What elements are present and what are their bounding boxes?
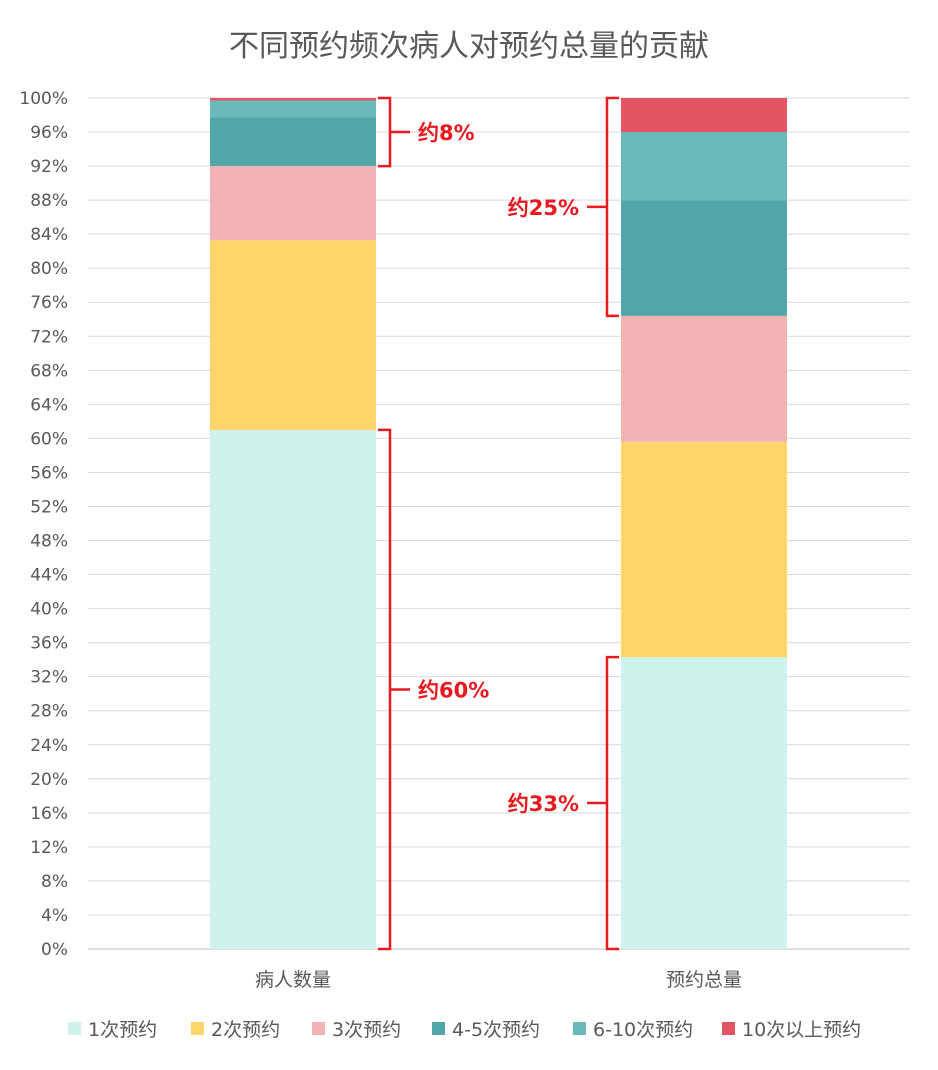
y-tick-label: 92% [30, 157, 68, 177]
bar-segment-2-1 [621, 657, 787, 949]
y-tick-label: 48% [30, 532, 68, 552]
y-tick-label: 52% [30, 497, 68, 517]
annotation-label: 约60% [418, 678, 489, 702]
bar-segment-1-1 [210, 429, 376, 949]
bars [210, 98, 787, 949]
bar-segment-2-4 [621, 200, 787, 316]
y-tick-label: 56% [30, 463, 68, 483]
y-tick-label: 60% [30, 429, 68, 449]
annotation-label: 约8% [418, 121, 475, 145]
legend-label: 10次以上预约 [742, 1019, 861, 1041]
y-tick-label: 36% [30, 634, 68, 654]
legend-swatch [573, 1022, 586, 1035]
bracket-4 [587, 655, 619, 951]
legend-swatch [722, 1022, 735, 1035]
y-tick-label: 88% [30, 191, 68, 211]
bar-segment-2-6 [621, 98, 787, 133]
bar-segment-1-2 [210, 240, 376, 430]
legend-swatch [312, 1022, 325, 1035]
annotations: 约8% 约60% 约25% 约33% [378, 96, 619, 951]
y-tick-label: 16% [30, 804, 68, 824]
bracket-1 [378, 96, 410, 168]
annotation-label: 约25% [508, 196, 579, 220]
bar-segment-1-5 [210, 100, 376, 118]
y-tick-label: 40% [30, 600, 68, 620]
legend: 1次预约 2次预约 3次预约 4-5次预约 6-10次预约 10次以上预约 [68, 1019, 861, 1041]
bar-segment-1-3 [210, 166, 376, 241]
y-tick-label: 20% [30, 770, 68, 790]
y-tick-label: 4% [41, 906, 68, 926]
y-tick-label: 12% [30, 838, 68, 858]
y-tick-label: 32% [30, 668, 68, 688]
y-tick-label: 0% [41, 940, 68, 960]
legend-swatch [432, 1022, 445, 1035]
y-tick-label: 44% [30, 566, 68, 586]
y-tick-label: 72% [30, 327, 68, 347]
annotation-label: 约33% [508, 792, 579, 816]
bar-segment-1-6 [210, 98, 376, 101]
y-tick-label: 64% [30, 395, 68, 415]
legend-label: 2次预约 [211, 1019, 280, 1041]
x-category-label: 预约总量 [666, 969, 742, 991]
bar-segment-2-3 [621, 315, 787, 442]
y-tick-label: 80% [30, 259, 68, 279]
y-tick-label: 24% [30, 736, 68, 756]
bar-segment-2-5 [621, 132, 787, 201]
x-category-label: 病人数量 [255, 969, 331, 991]
legend-swatch [191, 1022, 204, 1035]
y-tick-label: 84% [30, 225, 68, 245]
legend-label: 1次预约 [88, 1019, 157, 1041]
y-tick-label: 96% [30, 123, 68, 143]
bracket-3 [587, 96, 619, 318]
bar-segment-2-2 [621, 441, 787, 658]
y-tick-label: 8% [41, 872, 68, 892]
legend-label: 3次预约 [332, 1019, 401, 1041]
category-labels: 病人数量 预约总量 [255, 969, 742, 991]
y-tick-label: 68% [30, 361, 68, 381]
legend-swatch [68, 1022, 81, 1035]
y-tick-label: 28% [30, 702, 68, 722]
y-tick-label: 76% [30, 293, 68, 313]
legend-label: 4-5次预约 [452, 1019, 540, 1041]
y-axis-ticks: 0% 4% 8% 12% 16% 20% 24% 28% 32% 36% 40% 44% 48% 52% 5… [19, 89, 68, 960]
bracket-2 [378, 428, 410, 951]
y-tick-label: 100% [19, 89, 68, 109]
chart-title: 不同预约频次病人对预约总量的贡献 [229, 29, 709, 64]
bar-segment-1-4 [210, 117, 376, 167]
legend-label: 6-10次预约 [593, 1019, 693, 1041]
